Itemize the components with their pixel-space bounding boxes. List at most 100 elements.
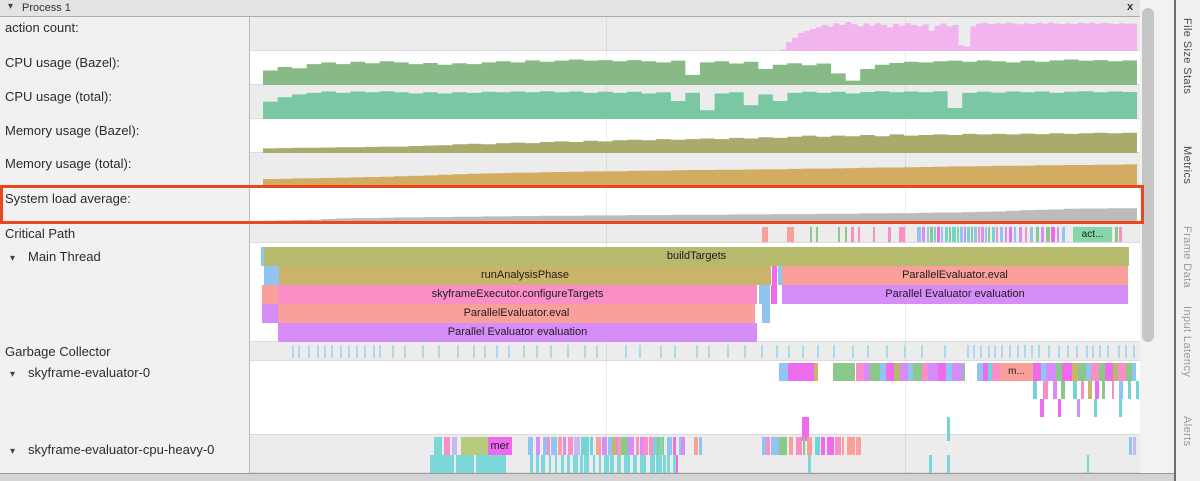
flame-slice[interactable] [1119,227,1122,242]
flame-slice[interactable] [678,437,683,455]
flame-bar[interactable] [264,266,279,285]
flame-slice[interactable] [827,437,835,455]
tab-file-size-stats[interactable]: File Size Stats [1181,18,1193,95]
flame-slice[interactable] [584,455,590,473]
flame-bar[interactable] [759,285,770,304]
flame-slice[interactable] [1019,227,1022,242]
flame-slice[interactable] [649,437,653,455]
flame-slice[interactable] [908,363,913,381]
cpu-heavy-track[interactable]: mer [250,435,1140,473]
flame-slice[interactable] [870,363,880,381]
gc-event-tick[interactable] [776,345,779,358]
flame-slice[interactable] [971,227,973,242]
flame-bar-labeled[interactable]: runAnalysisPhase [279,266,771,285]
flame-slice[interactable] [681,437,685,455]
flame-slice[interactable] [845,227,847,242]
flame-slice[interactable] [563,437,567,455]
gc-event-tick[interactable] [404,345,407,358]
flame-slice[interactable] [770,437,779,455]
flame-slice[interactable] [886,363,894,381]
gc-event-tick[interactable] [1008,345,1011,358]
cpu-total-chart[interactable] [250,85,1140,119]
flame-slice[interactable] [1118,381,1123,399]
gc-event-tick[interactable] [921,345,924,358]
flame-slice[interactable] [787,227,794,242]
flame-slice[interactable] [554,455,557,473]
flame-slice[interactable] [851,227,854,242]
action-count-chart[interactable] [250,17,1140,51]
gc-event-tick[interactable] [347,345,350,358]
flame-slice[interactable] [833,363,855,381]
gc-event-tick[interactable] [851,345,854,358]
flame-slice[interactable] [922,227,925,242]
gc-event-tick[interactable] [973,345,976,358]
gc-event-tick[interactable] [331,345,334,358]
flame-bar[interactable] [762,304,770,323]
flame-slice[interactable] [949,227,951,242]
gc-event-tick[interactable] [1092,345,1095,358]
gc-event-tick[interactable] [291,345,294,358]
flame-slice[interactable] [699,437,702,455]
gc-event-tick[interactable] [584,345,587,358]
flame-slice[interactable] [1036,227,1039,242]
gc-event-tick[interactable] [473,345,476,358]
gc-event-tick[interactable] [1117,345,1120,358]
flame-slice[interactable] [947,455,950,473]
flame-slice[interactable] [1087,455,1089,473]
flame-slice[interactable] [1051,227,1055,242]
flame-slice[interactable] [1005,227,1007,242]
flame-slice[interactable] [967,227,970,242]
tab-input-latency[interactable]: Input Latency [1181,306,1193,378]
gc-event-tick[interactable] [695,345,698,358]
gc-event-tick[interactable] [1031,345,1033,358]
flame-slice[interactable] [952,227,956,242]
flame-slice[interactable] [672,455,677,473]
flame-bar-labeled[interactable]: ParallelEvaluator.eval [278,304,755,323]
flame-slice[interactable] [810,227,812,242]
flame-bar[interactable] [778,266,782,285]
flame-slice[interactable] [1057,227,1059,242]
flame-bar[interactable] [262,304,278,323]
flame-slice[interactable] [560,455,564,473]
flame-bar[interactable] [772,266,777,285]
flame-slice[interactable] [1009,227,1012,242]
flame-slice[interactable] [603,455,609,473]
flame-slice[interactable] [1053,381,1058,399]
tab-alerts[interactable]: Alerts [1181,416,1193,447]
flame-slice[interactable] [461,437,488,455]
gc-event-tick[interactable] [1132,345,1135,358]
flame-bar-labeled[interactable]: ParallelEvaluator.eval [782,266,1128,285]
flame-slice[interactable] [974,227,977,242]
flame-slice[interactable] [913,363,922,381]
flame-slice[interactable] [1132,363,1136,381]
gc-event-tick[interactable] [457,345,460,358]
collapse-main-thread-icon[interactable]: ▾ [10,253,16,264]
flame-slice[interactable] [1115,227,1118,242]
critical-path-track[interactable]: act... [250,224,1140,243]
flame-slice[interactable] [1062,227,1065,242]
flame-slice[interactable] [541,455,546,473]
gc-event-tick[interactable] [639,345,642,358]
gc-event-tick[interactable] [1106,345,1109,358]
flame-slice[interactable] [444,437,450,455]
gc-event-tick[interactable] [508,345,511,358]
flame-slice[interactable] [1025,227,1027,242]
flame-slice[interactable] [657,455,660,473]
flame-slice[interactable] [947,417,950,441]
flame-slice[interactable] [960,227,963,242]
flame-slice[interactable] [1128,381,1132,399]
flame-slice[interactable] [957,227,959,242]
gc-event-tick[interactable] [339,345,342,358]
gc-event-tick[interactable] [307,345,310,358]
gc-event-tick[interactable] [316,345,319,358]
flame-slice[interactable] [1080,381,1084,399]
flame-slice[interactable] [1077,399,1081,417]
cpu-bazel-chart[interactable] [250,51,1140,85]
flame-slice[interactable] [546,437,550,455]
flame-slice[interactable] [659,437,663,455]
gc-event-tick[interactable] [1125,345,1128,358]
close-panel-button[interactable]: x [1127,1,1134,13]
flame-slice[interactable] [1094,399,1098,417]
gc-event-tick[interactable] [392,345,395,358]
flame-slice[interactable] [796,437,803,455]
